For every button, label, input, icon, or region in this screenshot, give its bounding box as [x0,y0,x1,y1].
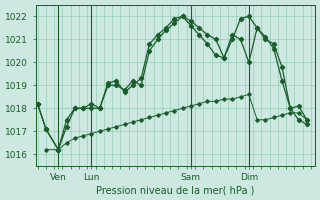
X-axis label: Pression niveau de la mer( hPa ): Pression niveau de la mer( hPa ) [96,185,254,195]
